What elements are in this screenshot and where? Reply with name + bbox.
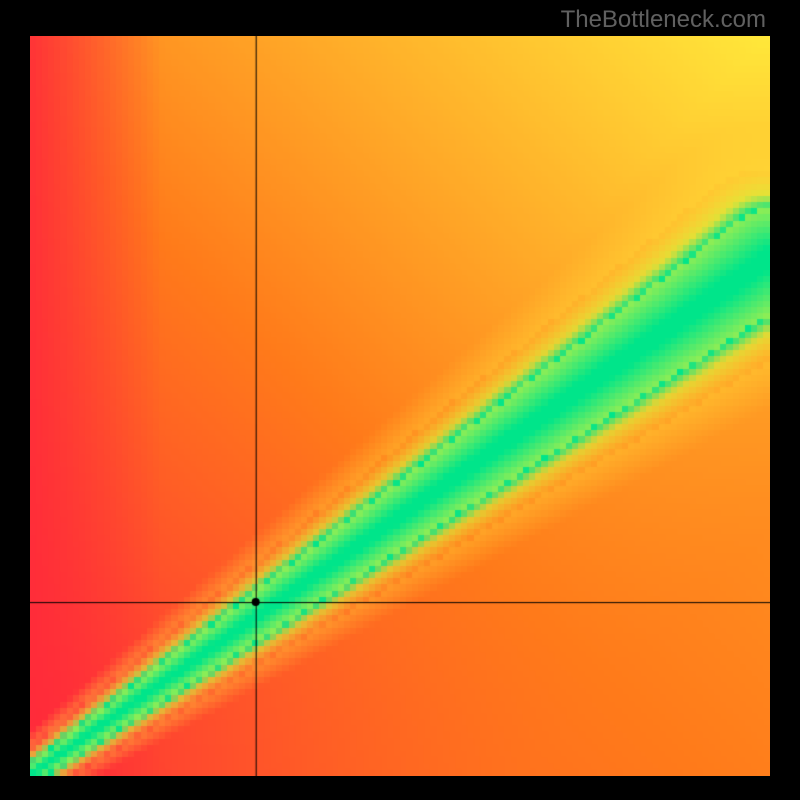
watermark-text: TheBottleneck.com [561, 6, 766, 34]
bottleneck-heatmap [30, 36, 770, 776]
